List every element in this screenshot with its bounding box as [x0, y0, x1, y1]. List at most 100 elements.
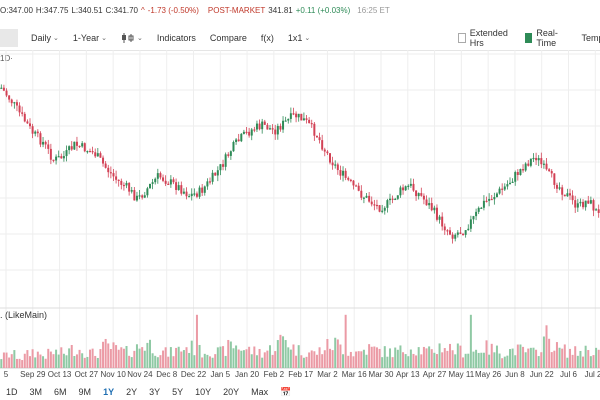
volume-bar: [57, 354, 60, 368]
compare-button[interactable]: Compare: [209, 33, 247, 43]
candle-body: [5, 90, 8, 96]
candle-body: [292, 113, 295, 115]
volume-bar: [39, 354, 42, 368]
volume-bar: [362, 349, 365, 368]
candle-body: [566, 193, 569, 197]
volume-bar: [482, 352, 485, 368]
x-tick-label: Feb 17: [288, 370, 313, 379]
candle-body: [99, 153, 102, 158]
volume-bar: [532, 347, 535, 368]
candle-body: [112, 173, 115, 177]
volume-bar: [582, 356, 585, 368]
post-market-change: +0.11 (+0.03%): [295, 5, 351, 15]
volume-bar: [485, 340, 488, 368]
volume-bar: [443, 348, 446, 368]
volume-bar: [331, 350, 334, 368]
fx-button[interactable]: f(x): [260, 33, 274, 43]
candle-body: [368, 195, 371, 202]
volume-bar: [138, 348, 141, 368]
volume-bar: [375, 347, 378, 368]
candle-body: [188, 196, 191, 198]
candle-body: [449, 230, 451, 235]
candle-body: [107, 167, 110, 173]
candle-body: [120, 180, 123, 185]
candle-body: [237, 139, 240, 142]
volume-bar: [464, 353, 467, 368]
candle-body: [182, 191, 185, 194]
range-6m[interactable]: 6M: [54, 387, 67, 397]
range-1d[interactable]: 1D: [6, 387, 18, 397]
price-chart[interactable]: 5 Sep 29 Oct 13 Oct 27 Nov 10 Nov 24 Dec 8 Dec …: [0, 50, 600, 384]
candle-body: [73, 141, 76, 150]
candle-body: [527, 163, 530, 166]
volume-bar: [206, 354, 209, 368]
range-10y[interactable]: 10Y: [195, 387, 212, 397]
candle-body: [582, 201, 585, 208]
volume-bar: [190, 340, 193, 368]
volume-bar: [349, 351, 352, 368]
range-2y[interactable]: 2Y: [126, 387, 138, 397]
candle-body: [310, 123, 313, 125]
candle-body: [169, 179, 172, 185]
volume-bar: [253, 346, 256, 368]
volume-bar: [70, 344, 73, 368]
x-tick-label: Apr 13: [396, 370, 420, 379]
candle-body: [485, 200, 488, 203]
volume-bar: [263, 352, 266, 368]
volume-bar: [561, 348, 564, 368]
candle-body: [214, 172, 217, 176]
real-time-checkbox[interactable]: [524, 33, 533, 43]
volume-bar: [151, 353, 154, 368]
range-5y[interactable]: 5Y: [172, 387, 184, 397]
x-tick-label: Dec 8: [156, 370, 177, 379]
range-9m[interactable]: 9M: [78, 387, 92, 397]
candle-body: [399, 187, 402, 196]
range-3y[interactable]: 3Y: [149, 387, 161, 397]
volume-bar: [159, 355, 162, 368]
candle-body: [331, 162, 334, 166]
volume-bar: [592, 355, 595, 368]
volume-bar: [334, 337, 337, 368]
candle-body: [15, 102, 18, 106]
candle-body: [553, 173, 556, 185]
volume-bar: [96, 357, 99, 368]
real-time-label: Real-Time: [536, 28, 558, 48]
volume-bar: [584, 345, 587, 368]
candle-body: [133, 190, 136, 201]
volume-bar: [509, 349, 511, 368]
volume-bar: [435, 354, 438, 368]
candle-body: [172, 179, 175, 183]
candle-body: [373, 204, 376, 206]
candle-body: [287, 118, 290, 121]
range-3m[interactable]: 3M: [29, 387, 43, 397]
quote-bar: O:347.00 H:347.75 L:340.51 C:341.70 ^ -1…: [0, 0, 600, 20]
volume-bar: [209, 356, 211, 368]
chart-type-button[interactable]: ⌄: [121, 33, 143, 43]
range-20y[interactable]: 20Y: [223, 387, 240, 397]
candle-body: [211, 172, 214, 182]
templates-button[interactable]: Temp: [581, 33, 600, 43]
range-max[interactable]: Max: [251, 387, 269, 397]
calendar-icon[interactable]: 📅: [280, 386, 292, 397]
volume-bar: [143, 350, 146, 368]
symbol-search-box[interactable]: [0, 29, 18, 47]
volume-bar: [130, 357, 133, 368]
indicators-button[interactable]: Indicators: [156, 33, 196, 43]
candle-body: [162, 177, 165, 181]
candle-body: [417, 193, 420, 197]
period-dropdown[interactable]: 1-Year ⌄: [73, 33, 107, 43]
candle-body: [146, 188, 149, 196]
candle-body: [300, 113, 303, 121]
candle-body: [422, 195, 425, 200]
candle-body: [177, 185, 180, 190]
x-tick-label: Dec 22: [181, 370, 207, 379]
volume-bar: [378, 348, 381, 368]
candle-body: [180, 185, 183, 194]
volume-bar: [55, 349, 58, 368]
volume-bar: [404, 354, 407, 368]
interval-dropdown[interactable]: Daily ⌄: [31, 33, 59, 43]
range-1y[interactable]: 1Y: [103, 387, 115, 397]
layout-dropdown[interactable]: 1x1 ⌄: [288, 33, 310, 43]
volume-bar: [5, 352, 8, 368]
extended-hours-checkbox[interactable]: [458, 33, 466, 43]
